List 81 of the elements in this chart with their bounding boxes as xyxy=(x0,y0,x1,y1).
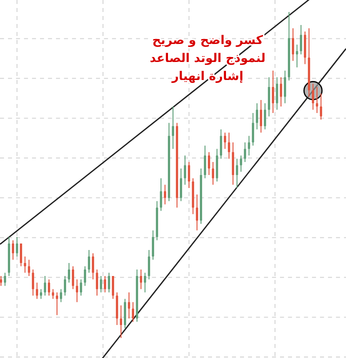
candlestick xyxy=(292,28,294,61)
candlestick xyxy=(12,240,14,260)
candlestick xyxy=(140,270,142,290)
candlestick xyxy=(300,25,302,54)
candlestick xyxy=(128,292,130,318)
candlestick xyxy=(136,270,138,322)
candlestick xyxy=(164,184,166,204)
candlestick xyxy=(48,279,50,296)
candlestick xyxy=(108,272,110,292)
candlestick xyxy=(80,279,82,296)
candlestick xyxy=(252,113,254,146)
candlestick xyxy=(156,201,158,240)
candlestick xyxy=(260,100,262,133)
candlestick xyxy=(188,162,190,188)
candlestick xyxy=(232,142,234,185)
candlestick xyxy=(60,289,62,302)
candlestick xyxy=(316,86,318,114)
candlestick xyxy=(96,270,98,296)
candlestick xyxy=(44,276,46,296)
candlestick xyxy=(132,302,134,322)
candlestick xyxy=(216,148,218,182)
candlestick xyxy=(304,32,306,64)
candlestick xyxy=(212,162,214,185)
candlestick xyxy=(28,260,30,276)
candlestick xyxy=(284,70,286,104)
candlestick xyxy=(64,276,66,296)
candlestick xyxy=(68,263,70,283)
candlestick xyxy=(248,136,250,156)
candlestick xyxy=(312,84,314,110)
candlestick xyxy=(36,282,38,299)
candlestick xyxy=(184,155,186,185)
candlestick xyxy=(196,194,198,230)
candlestick xyxy=(4,272,6,286)
candlestick xyxy=(240,155,242,172)
candlestick xyxy=(148,250,150,280)
candlestick xyxy=(172,106,174,149)
candlestick xyxy=(268,77,270,116)
candlestick xyxy=(204,146,206,178)
candlestick xyxy=(280,77,282,107)
candlestick xyxy=(32,270,34,296)
candlestick xyxy=(236,158,238,188)
candlestick xyxy=(256,103,258,130)
candlestick xyxy=(24,256,26,273)
candlestick xyxy=(52,289,54,299)
candlestick xyxy=(104,276,106,292)
candlestick xyxy=(320,94,322,120)
candlestick xyxy=(72,266,74,290)
candlestick xyxy=(228,132,230,159)
candlestick xyxy=(16,236,18,256)
candlestick xyxy=(144,272,146,292)
candlestick xyxy=(160,178,162,211)
candlestick xyxy=(244,142,246,162)
candlestick xyxy=(180,168,182,202)
candlestick xyxy=(192,178,194,214)
candlestick xyxy=(20,243,22,266)
candlestick xyxy=(208,152,210,175)
candlestick xyxy=(116,292,118,325)
candlestick xyxy=(100,276,102,292)
candlestick xyxy=(124,298,126,328)
candlestick xyxy=(8,236,10,276)
candlestick xyxy=(168,122,170,202)
candlestick xyxy=(276,77,278,110)
candlestick xyxy=(88,250,90,273)
candlestick xyxy=(76,279,78,302)
candlestick xyxy=(296,44,298,68)
candlestick xyxy=(112,276,114,299)
candlestick xyxy=(120,305,122,338)
candlestick xyxy=(92,253,94,280)
candlestick xyxy=(288,12,290,80)
candlestick xyxy=(200,168,202,224)
candlestick xyxy=(56,292,58,316)
candlestick xyxy=(272,70,274,114)
candlestick xyxy=(84,266,86,286)
candlestick xyxy=(224,132,226,149)
candlestick xyxy=(176,122,178,208)
candlestick xyxy=(308,28,310,97)
candlestick xyxy=(40,289,42,299)
candlestick xyxy=(0,276,2,286)
candlestick xyxy=(152,230,154,260)
candlestick xyxy=(220,129,222,159)
candlestick xyxy=(264,103,266,130)
